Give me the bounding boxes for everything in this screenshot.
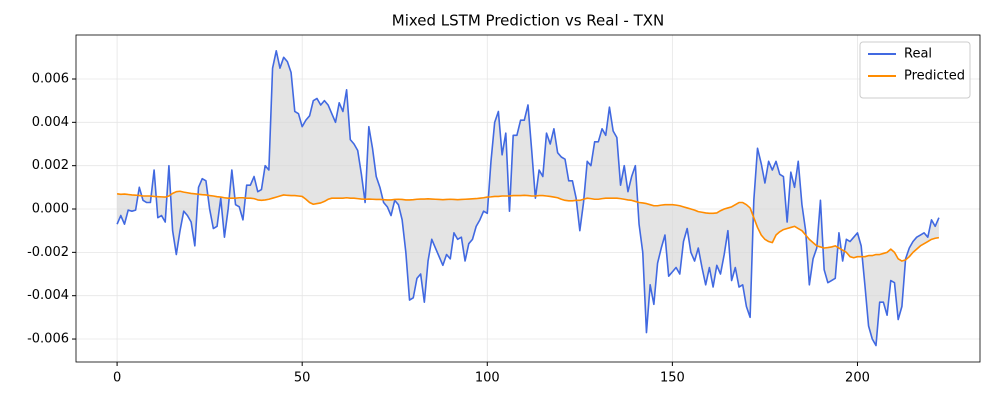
x-tick-label: 50 — [294, 371, 311, 386]
y-tick-label: -0.002 — [27, 245, 69, 260]
plot-frame — [75, 34, 981, 363]
series-line — [116, 50, 940, 347]
y-tick-label: 0.000 — [32, 202, 69, 217]
chart-title: Mixed LSTM Prediction vs Real - TXN — [392, 12, 664, 30]
legend-box — [859, 41, 971, 99]
y-tick-label: -0.004 — [27, 288, 69, 303]
legend: Real Predicted — [859, 41, 971, 99]
y-tick-label: 0.002 — [32, 158, 69, 173]
x-tick-label: 0 — [113, 371, 121, 386]
legend-label: Predicted — [904, 69, 965, 84]
x-tick-label: 100 — [475, 371, 500, 386]
y-tick-label: 0.006 — [32, 71, 69, 86]
x-tick-label: 200 — [845, 371, 870, 386]
x-tick-label: 150 — [660, 371, 685, 386]
legend-label: Real — [904, 47, 932, 62]
y-tick-label: -0.006 — [27, 332, 69, 347]
series-line — [116, 190, 940, 262]
y-tick-label: 0.004 — [32, 115, 69, 130]
